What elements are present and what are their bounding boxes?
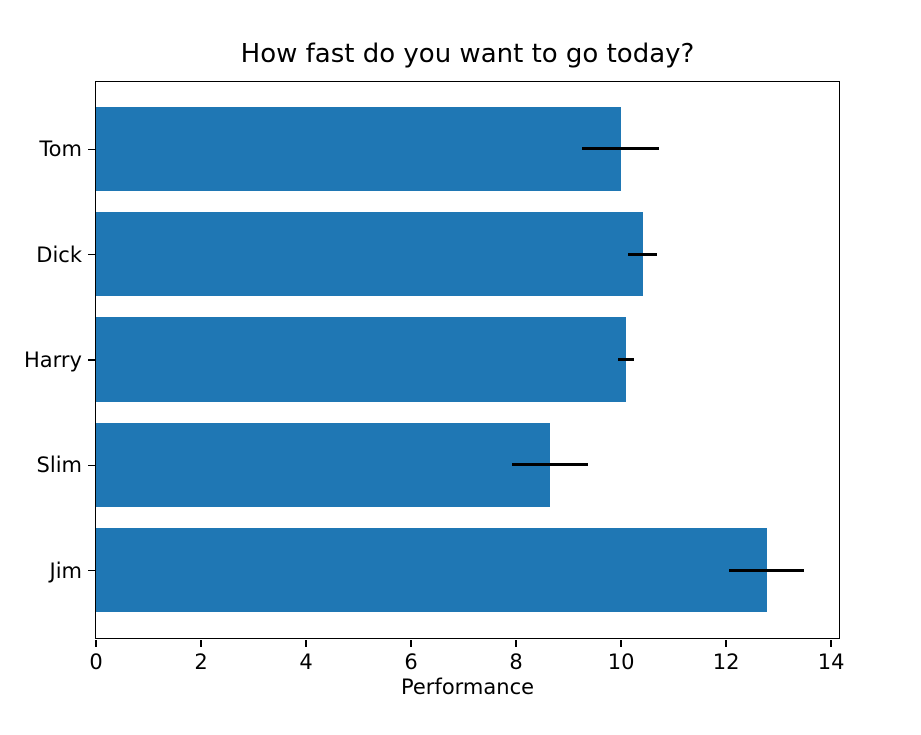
y-tick-label-tom: Tom [39,137,82,162]
y-tick-label-slim: Slim [36,453,82,478]
y-tick-tom [87,148,95,151]
error-bar-dick [628,252,657,256]
x-tick-label-0: 0 [89,650,103,674]
error-bar-tom [582,147,659,151]
y-tick-jim [87,569,95,572]
error-bar-harry [617,358,634,361]
x-tick-label-2: 2 [194,650,208,674]
y-tick-label-dick: Dick [36,242,82,267]
x-tick-0 [95,639,97,647]
x-tick-label-8: 8 [509,650,523,674]
plot-area [94,80,840,639]
x-tick-2 [200,639,202,647]
bar-dick [95,212,643,297]
bar-harry [95,317,626,402]
bar-slim [95,422,551,507]
x-tick-label-12: 12 [712,650,740,674]
x-tick-12 [725,639,727,647]
y-tick-label-harry: Harry [24,348,82,372]
x-tick-label-4: 4 [299,650,313,674]
y-tick-dick [87,253,95,256]
error-bar-jim [728,568,805,572]
bar-jim [95,527,767,613]
y-tick-label-jim: Jim [49,558,82,583]
y-tick-harry [87,359,95,361]
x-axis-label: Performance [400,675,535,699]
bar-tom [95,106,621,191]
x-tick-6 [410,639,412,647]
x-tick-label-10: 10 [607,650,635,674]
error-bar-slim [512,463,589,467]
x-tick-4 [305,639,307,647]
y-tick-slim [87,464,95,467]
chart-title: How fast do you want to go today? [240,39,695,69]
x-tick-10 [620,639,622,647]
x-tick-label-6: 6 [404,650,418,674]
x-tick-14 [830,639,832,647]
x-tick-label-14: 14 [817,650,845,674]
x-tick-8 [515,639,517,647]
